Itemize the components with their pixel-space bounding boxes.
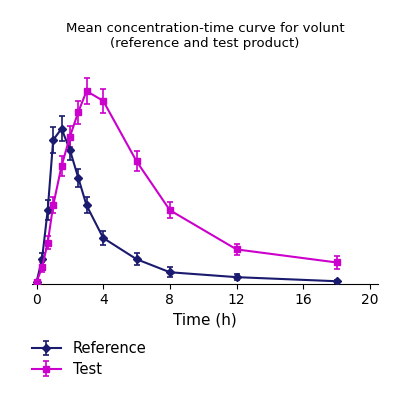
Title: Mean concentration-time curve for volunt
(reference and test product): Mean concentration-time curve for volunt… <box>65 22 344 50</box>
X-axis label: Time (h): Time (h) <box>173 313 237 328</box>
Legend: Reference, Test: Reference, Test <box>32 341 147 377</box>
